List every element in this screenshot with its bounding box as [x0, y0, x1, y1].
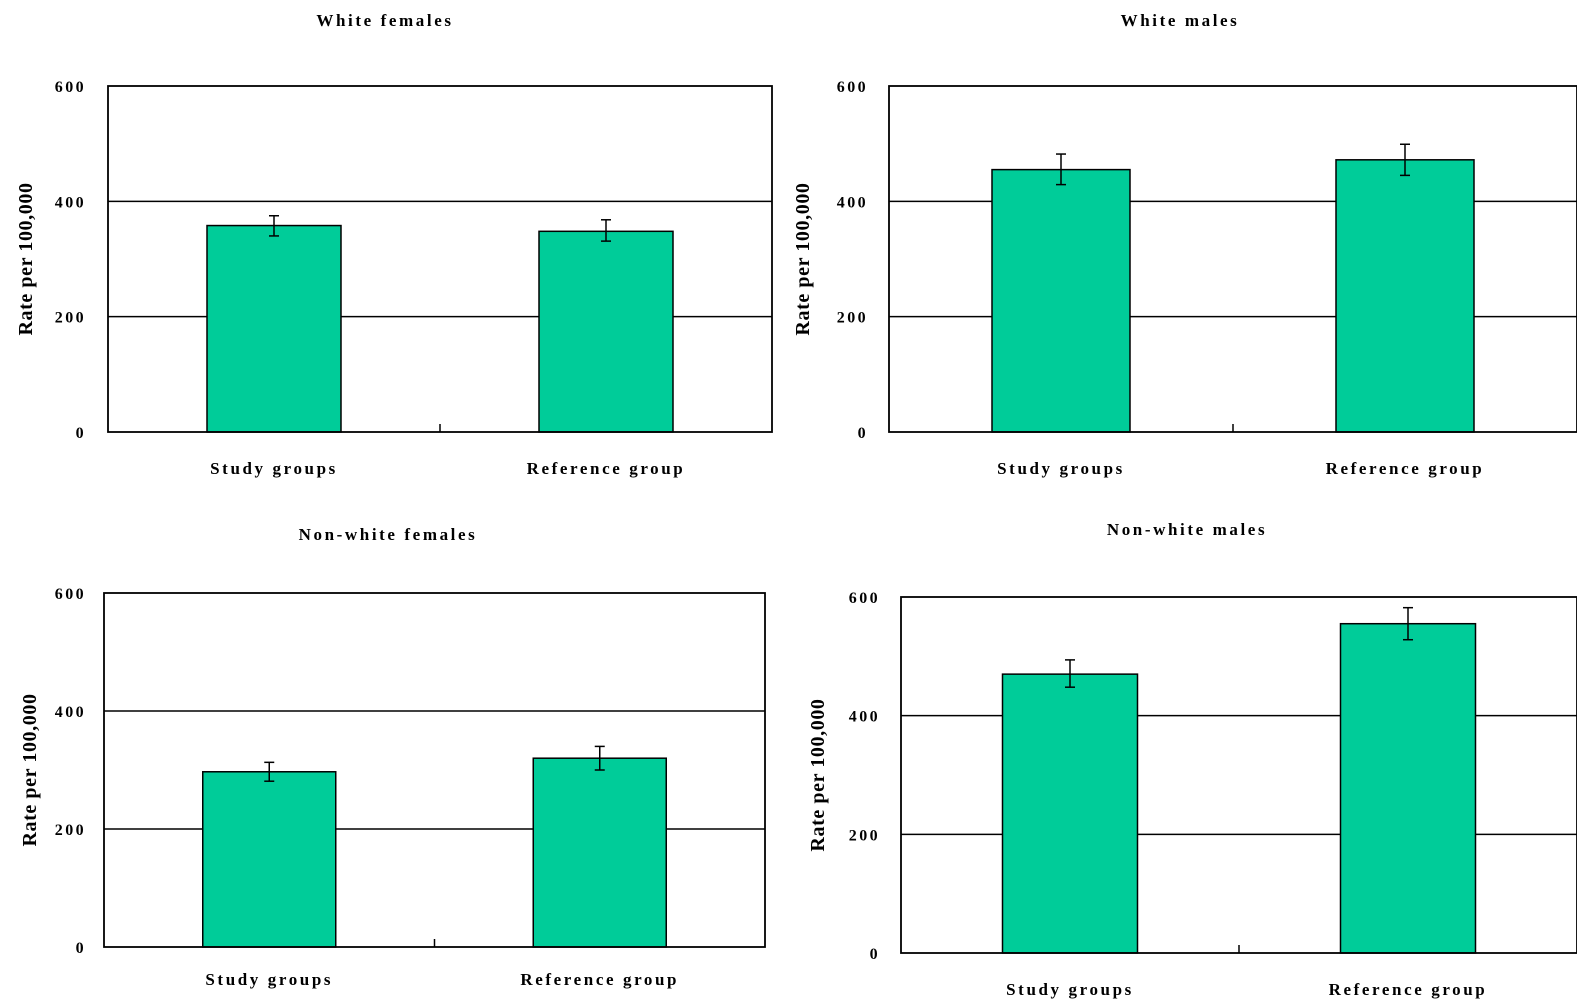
- chart-title: White females: [316, 11, 453, 30]
- y-tick-label: 600: [55, 79, 86, 96]
- category-label: Reference group: [520, 970, 679, 989]
- y-tick-label: 0: [858, 425, 868, 442]
- y-tick-label: 200: [837, 310, 868, 327]
- y-tick-label: 400: [837, 194, 868, 211]
- category-label: Study groups: [1006, 980, 1134, 999]
- category-label: Study groups: [205, 970, 333, 989]
- bar: [538, 230, 674, 433]
- y-tick-label: 200: [55, 310, 86, 327]
- y-tick-label: 0: [76, 940, 86, 957]
- y-tick-label: 400: [55, 704, 86, 721]
- bar: [1335, 159, 1475, 433]
- bar: [206, 224, 342, 433]
- bar: [1339, 622, 1477, 954]
- category-label: Study groups: [997, 459, 1125, 478]
- y-axis-label: Rate per 100,000: [19, 693, 41, 846]
- y-tick-label: 600: [837, 79, 868, 96]
- category-label: Study groups: [210, 459, 338, 478]
- y-tick-label: 200: [849, 827, 880, 844]
- category-label: Reference group: [1329, 980, 1488, 999]
- y-tick-label: 0: [76, 425, 86, 442]
- category-label: Reference group: [1326, 459, 1485, 478]
- bar: [1001, 673, 1139, 954]
- y-tick-label: 600: [55, 586, 86, 603]
- y-tick-label: 200: [55, 822, 86, 839]
- y-tick-label: 400: [849, 709, 880, 726]
- chart-title: White males: [1121, 11, 1240, 30]
- bar: [202, 771, 337, 948]
- y-axis-label: Rate per 100,000: [792, 182, 814, 335]
- y-tick-label: 600: [849, 590, 880, 607]
- y-tick-label: 400: [55, 194, 86, 211]
- chart-title: Non-white females: [299, 525, 478, 544]
- category-label: Reference group: [527, 459, 686, 478]
- chart-title: Non-white males: [1107, 520, 1267, 539]
- bar: [991, 168, 1131, 433]
- y-tick-label: 0: [870, 946, 880, 963]
- bar: [532, 757, 667, 948]
- y-axis-label: Rate per 100,000: [807, 698, 829, 851]
- y-axis-label: Rate per 100,000: [15, 182, 37, 335]
